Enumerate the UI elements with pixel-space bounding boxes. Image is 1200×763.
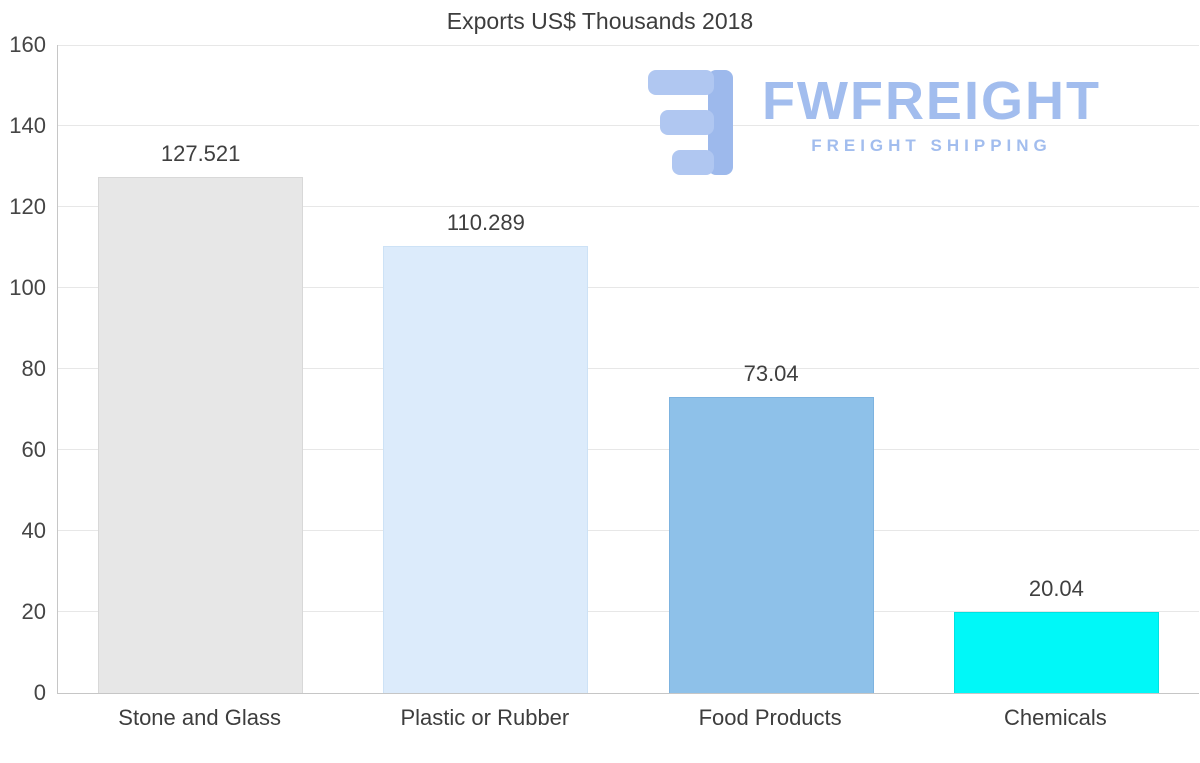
y-tick-label: 160 xyxy=(9,32,46,57)
logo-wordmark: FWFREIGHT xyxy=(762,71,1101,131)
gridline xyxy=(58,287,1199,288)
logo: FWFREIGHT FREIGHT SHIPPING xyxy=(648,70,1101,176)
y-tick-label: 20 xyxy=(21,599,46,624)
bar-stone-and-glass xyxy=(98,176,304,693)
gridline xyxy=(58,45,1199,46)
logo-text: FWFREIGHT FREIGHT SHIPPING xyxy=(762,70,1101,156)
y-tick-label: 120 xyxy=(9,194,46,219)
y-tick-label: 60 xyxy=(21,437,46,462)
plot-area: 127.521 110.289 73.04 20.04 xyxy=(57,45,1199,694)
gridline xyxy=(58,611,1199,612)
bar-plastic-or-rubber xyxy=(383,246,589,693)
bar-value-label: 127.521 xyxy=(160,140,241,166)
y-axis: 0 20 40 60 80 100 120 140 160 xyxy=(0,33,50,705)
x-category-label: Plastic or Rubber xyxy=(400,705,570,730)
bar-chemicals xyxy=(953,611,1159,693)
gridline xyxy=(58,125,1199,126)
bar-value-label: 20.04 xyxy=(1028,575,1084,601)
gridline xyxy=(58,530,1199,531)
gridline xyxy=(58,449,1199,450)
x-axis: Stone and Glass Plastic or Rubber Food Pro… xyxy=(57,701,1198,735)
bar-value-label: 110.289 xyxy=(446,210,525,236)
fwfreight-logo-icon xyxy=(648,70,733,175)
x-category-label: Stone and Glass xyxy=(118,705,281,730)
y-tick-label: 80 xyxy=(21,356,46,381)
bar-food-products xyxy=(668,397,874,693)
y-tick-label: 40 xyxy=(21,518,46,543)
x-category-label: Food Products xyxy=(698,705,842,730)
y-tick-label: 100 xyxy=(9,275,46,300)
gridline xyxy=(58,206,1199,207)
bar-value-label: 73.04 xyxy=(743,361,799,387)
logo-tagline: FREIGHT SHIPPING xyxy=(811,136,1052,155)
y-tick-label: 0 xyxy=(33,680,46,705)
x-category-label: Chemicals xyxy=(1004,705,1107,730)
chart-title: Exports US$ Thousands 2018 xyxy=(446,8,754,34)
y-tick-label: 140 xyxy=(9,113,46,138)
gridline xyxy=(58,368,1199,369)
